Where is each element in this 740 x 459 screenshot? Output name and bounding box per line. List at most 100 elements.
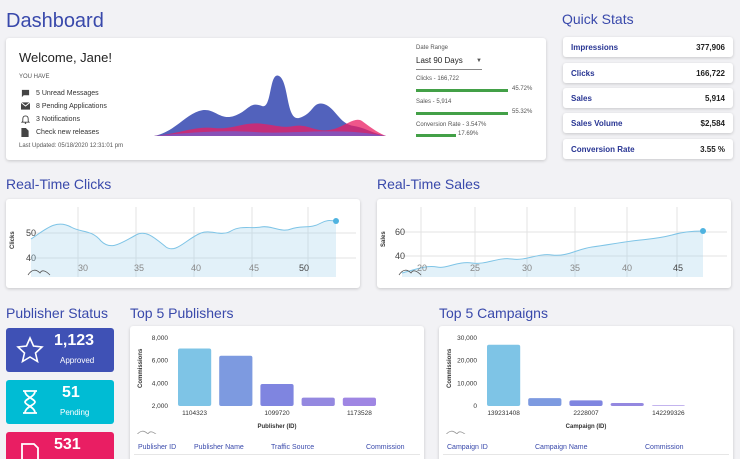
- publisher-y-tick: 8,000: [152, 335, 169, 342]
- publisher-bar[interactable]: [342, 397, 376, 406]
- campaign-x-tick: 2228007: [573, 410, 599, 417]
- column-header-commission[interactable]: Commission: [366, 444, 405, 451]
- pending-count: 51: [62, 384, 80, 401]
- clicks-x-tick: 50: [299, 263, 309, 273]
- clicks-latest-point: [333, 218, 339, 224]
- top-campaigns-title: Top 5 Campaigns: [439, 305, 548, 321]
- publisher-y-tick: 4,000: [152, 380, 169, 387]
- top-publishers-chart: Commissions 8,000 6,000 4,000 2,000 1104323 10…: [135, 335, 376, 437]
- metric-conversion-label: Conversion Rate - 3.547%: [416, 122, 487, 128]
- campaign-bar[interactable]: [569, 400, 603, 406]
- welcome-area-series-1: [154, 75, 386, 136]
- quick-stat-label: Sales Volume: [571, 118, 623, 128]
- date-range-label: Date Range: [416, 45, 449, 51]
- pending-applications-item[interactable]: 8 Pending Applications: [20, 101, 107, 111]
- quick-stat-label: Clicks: [571, 68, 595, 78]
- campaign-mini-wave: [444, 430, 468, 437]
- hourglass-icon: [23, 390, 37, 414]
- blocked-icon: [21, 443, 39, 459]
- campaign-y-tick: 10,000: [457, 380, 477, 387]
- blocked-count: 531: [54, 436, 81, 453]
- top-publishers-title: Top 5 Publishers: [130, 305, 234, 321]
- publisher-bar[interactable]: [260, 384, 294, 406]
- date-range-select[interactable]: Last 90 Days ▼: [416, 56, 482, 70]
- pending-applications-label: 8 Pending Applications: [36, 102, 107, 110]
- column-header-campaign-name[interactable]: Campaign Name: [535, 444, 588, 451]
- last-updated: Last Updated: 05/18/2020 12:31:01 pm: [19, 143, 124, 149]
- pending-label: Pending: [60, 408, 90, 417]
- clicks-y-tick: 40: [26, 253, 36, 263]
- sales-x-tick: 25: [470, 263, 480, 273]
- sales-x-tick: 35: [570, 263, 580, 273]
- table-divider: [134, 454, 420, 455]
- mail-icon: [20, 101, 30, 111]
- unread-messages-item[interactable]: 5 Unread Messages: [20, 88, 99, 98]
- chat-icon: [20, 88, 30, 98]
- column-header-campaign-id[interactable]: Campaign ID: [447, 444, 488, 451]
- clicks-y-axis-label: Clicks: [10, 231, 16, 249]
- star-icon: [16, 336, 44, 364]
- sales-x-tick: 20: [417, 263, 427, 273]
- realtime-sales-title: Real-Time Sales: [377, 176, 480, 192]
- quick-stat-conversion-rate: Conversion Rate 3.55 %: [563, 139, 733, 159]
- notifications-label: 3 Notifications: [36, 115, 80, 123]
- welcome-greeting: Welcome, Jane!: [19, 50, 112, 65]
- sales-area: [402, 231, 703, 277]
- clicks-area: [31, 220, 336, 277]
- top-campaigns-card: Commissions 30,000 20,000 10,000 0 139231408 2…: [439, 326, 733, 459]
- quick-stat-label: Sales: [571, 93, 592, 103]
- welcome-card: Welcome, Jane! YOU HAVE 5 Unread Message…: [6, 38, 546, 160]
- publisher-y-tick: 6,000: [152, 358, 169, 365]
- welcome-area-chart: [154, 75, 386, 136]
- metric-clicks-track: [416, 89, 508, 92]
- top-publishers-card: Commissions 8,000 6,000 4,000 2,000 1104323 10…: [130, 326, 424, 459]
- column-header-publisher-name[interactable]: Publisher Name: [194, 444, 244, 451]
- page-title: Dashboard: [6, 10, 104, 32]
- metric-sales-percent: 55.32%: [512, 109, 533, 115]
- metric-sales-progress: [416, 112, 508, 115]
- quick-stat-value: 166,722: [696, 68, 725, 78]
- publisher-x-axis-label: Publisher (ID): [257, 424, 296, 430]
- sales-latest-point: [700, 228, 706, 234]
- quick-stat-label: Impressions: [571, 42, 619, 52]
- campaign-bar[interactable]: [610, 403, 644, 406]
- publisher-x-tick: 1104323: [182, 410, 207, 417]
- sales-y-axis-label: Sales: [381, 231, 387, 247]
- campaign-bar[interactable]: [487, 344, 521, 406]
- publisher-bar[interactable]: [301, 397, 335, 406]
- campaign-x-tick: 139231408: [487, 410, 520, 417]
- approved-tile[interactable]: 1,123 Approved: [6, 328, 114, 372]
- blocked-tile[interactable]: 531: [6, 432, 114, 459]
- new-releases-item[interactable]: Check new releases: [20, 127, 99, 137]
- publisher-y-tick: 2,000: [152, 403, 169, 410]
- quick-stat-label: Conversion Rate: [571, 144, 635, 154]
- document-icon: [20, 127, 30, 137]
- campaign-x-axis-label: Campaign (ID): [566, 424, 607, 430]
- unread-messages-label: 5 Unread Messages: [36, 89, 99, 97]
- column-header-commission[interactable]: Commission: [645, 444, 684, 451]
- campaign-y-axis-label: Commissions: [447, 348, 453, 388]
- pending-tile[interactable]: 51 Pending: [6, 380, 114, 424]
- metric-clicks-progress: [416, 89, 508, 92]
- clicks-x-tick: 40: [191, 263, 201, 273]
- column-header-publisher-id[interactable]: Publisher ID: [138, 444, 177, 451]
- column-header-traffic-source[interactable]: Traffic Source: [271, 444, 315, 451]
- campaign-bar[interactable]: [528, 398, 562, 406]
- quick-stat-value: $2,584: [700, 118, 725, 128]
- publisher-bar[interactable]: [219, 355, 253, 406]
- metric-sales-track: [416, 112, 508, 115]
- sales-y-tick: 40: [395, 251, 405, 261]
- metric-clicks-label: Clicks - 166,722: [416, 76, 460, 82]
- table-divider: [443, 454, 729, 455]
- sales-mini-wave: [398, 269, 422, 276]
- you-have-label: YOU HAVE: [19, 74, 50, 80]
- sales-line: [401, 230, 704, 274]
- quick-stat-value: 377,906: [696, 42, 725, 52]
- quick-stat-clicks: Clicks 166,722: [563, 63, 733, 83]
- quick-stat-sales-volume: Sales Volume $2,584: [563, 113, 733, 133]
- campaign-y-tick: 0: [473, 403, 477, 410]
- notifications-item[interactable]: 3 Notifications: [20, 114, 80, 124]
- date-range-value: Last 90 Days: [416, 56, 463, 65]
- publisher-bar[interactable]: [178, 348, 212, 406]
- campaign-bar[interactable]: [651, 405, 685, 406]
